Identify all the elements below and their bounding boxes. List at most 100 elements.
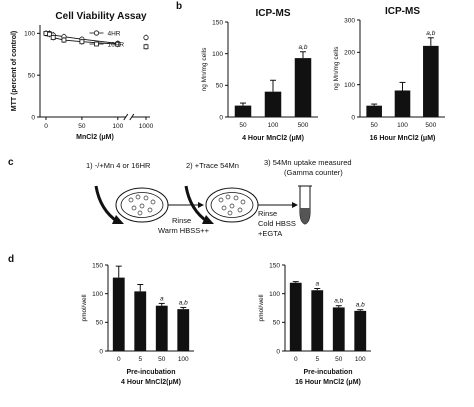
d2-xtick-label-0: 0 bbox=[294, 356, 298, 363]
a-legend-label-1: 16HR bbox=[108, 42, 125, 49]
d1-xtick-label-2: 50 bbox=[158, 356, 166, 363]
culture-dish-2 bbox=[205, 187, 259, 223]
d2-xtick-label-3: 100 bbox=[355, 356, 366, 363]
a-ytick-label-1: 50 bbox=[28, 72, 36, 79]
d2-ylabel: pmol/well bbox=[258, 294, 265, 322]
rinse-1-label: Rinse bbox=[172, 216, 191, 225]
b1-ytick-label-3: 150 bbox=[212, 19, 223, 26]
b2-annotation-2: a,b bbox=[426, 30, 435, 37]
d2-xtick-label-1: 5 bbox=[315, 356, 319, 363]
d1-ytick-label-3: 150 bbox=[92, 262, 103, 269]
uptake-schematic: 1) -/+Mn 4 or 16HR 2) +Trace 54Mn 3) 54M… bbox=[86, 158, 352, 238]
d1-ylabel: pmol/well bbox=[81, 294, 88, 322]
arrow-head-2-icon bbox=[202, 215, 214, 224]
a-ylabel: MTT (percent of control) bbox=[11, 31, 18, 112]
rinse-2-egta: +EGTA bbox=[258, 229, 282, 238]
d2-annotation-3: a,b bbox=[356, 302, 365, 309]
d1-annotation-2: a bbox=[160, 295, 164, 302]
b1-ytick-label-0: 0 bbox=[219, 114, 223, 121]
b1-xtick-label-0: 50 bbox=[239, 122, 247, 129]
a-legend-marker-0 bbox=[93, 30, 100, 36]
d2-ytick-label-0: 0 bbox=[276, 348, 280, 355]
a-xtick-label-1: 50 bbox=[78, 123, 86, 130]
b1-title: ICP-MS bbox=[256, 8, 291, 19]
a-point-1-2 bbox=[50, 35, 56, 40]
a-point-1-5 bbox=[115, 41, 121, 47]
arrow-head-1-icon bbox=[112, 215, 124, 224]
a-point-1-4 bbox=[79, 39, 85, 45]
test-tube-icon bbox=[298, 185, 312, 225]
d1-bar-1 bbox=[134, 291, 147, 351]
b2-bar-0 bbox=[366, 105, 382, 117]
d2-xlabel: Pre-incubation bbox=[303, 369, 352, 376]
d2-annotation-2: a,b bbox=[334, 298, 343, 305]
a-legend-marker-1 bbox=[94, 41, 99, 47]
a-point-1-3 bbox=[61, 37, 67, 43]
curved-arrow-1-icon bbox=[94, 185, 119, 224]
d1-ytick-label-2: 100 bbox=[92, 291, 103, 298]
d2-bar-2 bbox=[332, 307, 345, 351]
b1-bar-2 bbox=[294, 58, 312, 117]
b2-xtick-label-2: 500 bbox=[425, 122, 436, 129]
a-point-1-1 bbox=[47, 31, 52, 37]
rinse-2-detail: Cold HBSS bbox=[258, 219, 296, 228]
panel-letter-b: b bbox=[176, 1, 182, 12]
a-legend-label-0: 4HR bbox=[108, 31, 121, 38]
d1-bar-3 bbox=[177, 309, 190, 351]
d1-bar-2 bbox=[155, 305, 168, 351]
d2-bar-1 bbox=[311, 290, 324, 351]
chart-d2: 0501001500a5a,b50a,b100Pre-incubation16 … bbox=[258, 262, 371, 386]
b2-bar-2 bbox=[423, 45, 439, 117]
d1-bar-0 bbox=[112, 277, 125, 351]
d1-xtick-label-0: 0 bbox=[117, 356, 121, 363]
b2-xlabel: 16 Hour MnCl2 (μM) bbox=[370, 135, 436, 142]
d1-ytick-label-0: 0 bbox=[99, 348, 103, 355]
b2-ytick-label-1: 100 bbox=[344, 82, 355, 89]
step1-label: 1) -/+Mn 4 or 16HR bbox=[86, 161, 151, 170]
d2-bar-3 bbox=[354, 310, 367, 351]
d2-xlabel2: 16 Hour MnCl2 (μM) bbox=[295, 379, 361, 386]
b1-annotation-2: a,b bbox=[298, 44, 307, 51]
a-axis-break-2 bbox=[129, 113, 135, 121]
b2-title: ICP-MS bbox=[385, 6, 420, 17]
rinse-arrow-1-head-icon bbox=[198, 202, 204, 208]
a-ytick-label-2: 100 bbox=[24, 31, 35, 38]
rinse-2-label: Rinse bbox=[258, 209, 277, 218]
a-title: Cell Viability Assay bbox=[55, 11, 147, 22]
b2-ytick-label-0: 0 bbox=[351, 114, 355, 121]
d2-xtick-label-2: 50 bbox=[335, 356, 343, 363]
b2-bar-1 bbox=[394, 90, 411, 117]
d1-annotation-3: a,b bbox=[179, 299, 188, 306]
d2-bar-0 bbox=[289, 282, 302, 351]
step2-label: 2) +Trace 54Mn bbox=[186, 161, 239, 170]
b2-ytick-label-2: 200 bbox=[344, 50, 355, 57]
a-xtick-label-2: 100 bbox=[112, 123, 123, 130]
b2-ytick-label-3: 300 bbox=[344, 17, 355, 24]
a-xtick-label-3: 1000 bbox=[139, 123, 154, 130]
rinse-arrow-2-head-icon bbox=[292, 202, 298, 208]
a-point-0-6 bbox=[143, 34, 149, 41]
b2-ylabel: ng Mn/mg cells bbox=[333, 46, 340, 90]
d1-ytick-label-1: 50 bbox=[96, 320, 104, 327]
b1-bar-0 bbox=[234, 105, 252, 117]
rinse-1-detail: Warm HBSS++ bbox=[158, 226, 210, 235]
d1-xlabel: Pre-incubation bbox=[126, 369, 175, 376]
b1-ytick-label-2: 100 bbox=[212, 51, 223, 58]
a-ytick-label-0: 0 bbox=[31, 114, 35, 121]
panel-letter-d: d bbox=[8, 254, 14, 265]
d2-annotation-1: a bbox=[315, 281, 319, 288]
a-axis-break-1 bbox=[123, 113, 129, 121]
chart-b2: 0 100 200 300 50 100 a,b 500 ICP-MS 16 Hour MnCl2… bbox=[333, 6, 445, 142]
d1-xtick-label-1: 5 bbox=[138, 356, 142, 363]
d2-ytick-label-3: 150 bbox=[269, 262, 280, 269]
d2-ytick-label-1: 50 bbox=[273, 320, 281, 327]
a-point-1-6 bbox=[143, 44, 149, 50]
d1-xtick-label-3: 100 bbox=[178, 356, 189, 363]
b1-ytick-label-1: 50 bbox=[216, 83, 224, 90]
b1-ylabel: ng Mn/mg cells bbox=[201, 47, 208, 91]
b1-xlabel: 4 Hour MnCl2 (μM) bbox=[242, 135, 304, 142]
chart-b1: 0 50 100 150 50 100 a,b 500 ICP-MS 4 Hour MnCl2 (… bbox=[201, 8, 318, 142]
